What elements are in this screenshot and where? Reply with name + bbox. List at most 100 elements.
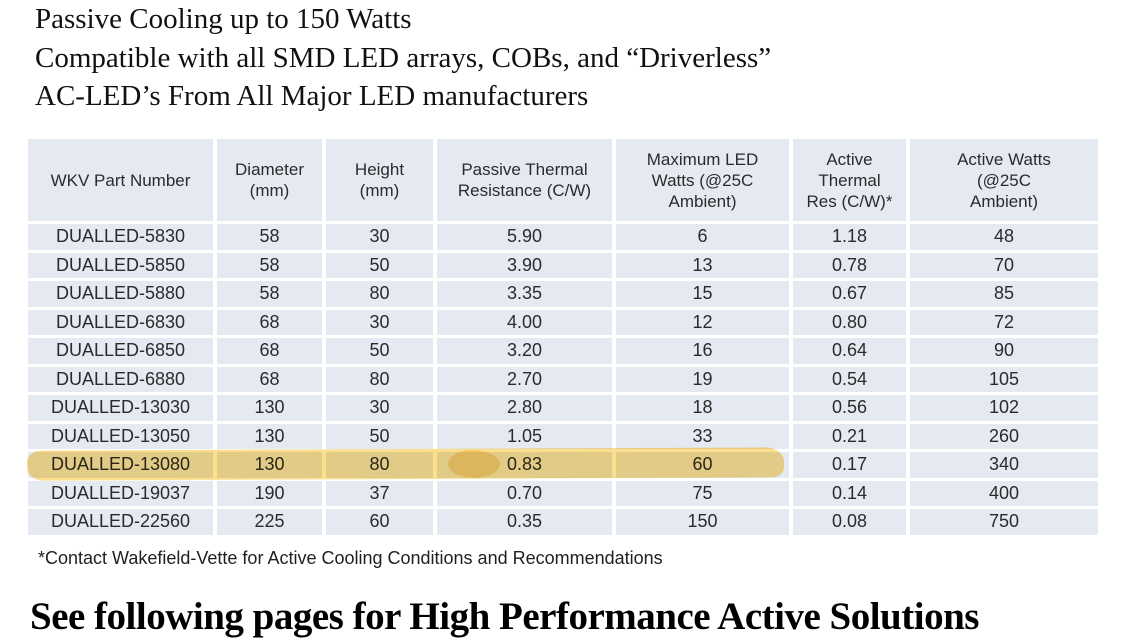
table-cell: DUALLED-22560 <box>28 509 213 535</box>
table-cell: 130 <box>217 395 322 421</box>
table-row: DUALLED-6850 68 50 3.20 16 0.64 90 <box>28 338 1098 364</box>
column-header: Diameter (mm) <box>217 139 322 221</box>
column-header: Height (mm) <box>326 139 433 221</box>
table-cell: 30 <box>326 309 433 335</box>
table-cell: 80 <box>326 281 433 307</box>
table-cell: 0.80 <box>793 309 906 335</box>
table-cell: 68 <box>217 366 322 392</box>
table-cell: 102 <box>910 395 1098 421</box>
table-cell: DUALLED-13080 <box>28 452 213 478</box>
spec-table: WKV Part Number Diameter (mm) Height (mm) P… <box>24 136 1102 538</box>
table-cell: 0.56 <box>793 395 906 421</box>
table-cell: 58 <box>217 252 322 278</box>
intro-line-2: Compatible with all SMD LED arrays, COBs… <box>35 41 772 74</box>
table-cell: 70 <box>910 252 1098 278</box>
table-cell: 0.08 <box>793 509 906 535</box>
table-cell: 75 <box>616 480 789 506</box>
table-cell: 50 <box>326 338 433 364</box>
table-cell: 130 <box>217 423 322 449</box>
intro-line-3: AC-LED’s From All Major LED manufacturer… <box>35 80 589 112</box>
table-cell: 6 <box>616 224 789 250</box>
table-cell: 1.18 <box>793 224 906 250</box>
table-cell: 750 <box>910 509 1098 535</box>
table-cell: 85 <box>910 281 1098 307</box>
table-cell: 13 <box>616 252 789 278</box>
table-cell: 68 <box>217 338 322 364</box>
footnote: *Contact Wakefield-Vette for Active Cool… <box>38 548 663 568</box>
table-row: DUALLED-22560 225 60 0.35 150 0.08 750 <box>28 509 1098 535</box>
table-row: DUALLED-5830 58 30 5.90 6 1.18 48 <box>28 224 1098 250</box>
table-cell: 72 <box>910 309 1098 335</box>
table-cell: 15 <box>616 281 789 307</box>
table-cell: DUALLED-13030 <box>28 395 213 421</box>
column-header: Passive Thermal Resistance (C/W) <box>437 139 612 221</box>
table-header-row: WKV Part Number Diameter (mm) Height (mm) P… <box>28 139 1098 221</box>
table-cell: 50 <box>326 252 433 278</box>
table-cell: 37 <box>326 480 433 506</box>
table-cell: 130 <box>217 452 322 478</box>
table-cell: 340 <box>910 452 1098 478</box>
table-cell: 68 <box>217 309 322 335</box>
table-cell: DUALLED-6850 <box>28 338 213 364</box>
table-cell: DUALLED-5850 <box>28 252 213 278</box>
table-row: DUALLED-13050 130 50 1.05 33 0.21 260 <box>28 423 1098 449</box>
table-cell: 260 <box>910 423 1098 449</box>
table-cell: DUALLED-6830 <box>28 309 213 335</box>
table-cell: DUALLED-5830 <box>28 224 213 250</box>
table-cell: 48 <box>910 224 1098 250</box>
table-cell: 16 <box>616 338 789 364</box>
table-cell: DUALLED-6880 <box>28 366 213 392</box>
table-cell: 80 <box>326 452 433 478</box>
table-cell: 1.05 <box>437 423 612 449</box>
table-cell: 3.35 <box>437 281 612 307</box>
table-row: DUALLED-13080 130 80 0.83 60 0.17 340 <box>28 452 1098 478</box>
table-cell: 80 <box>326 366 433 392</box>
table-cell: 19 <box>616 366 789 392</box>
table-row: DUALLED-5880 58 80 3.35 15 0.67 85 <box>28 281 1098 307</box>
table-cell: 0.21 <box>793 423 906 449</box>
table-cell: 190 <box>217 480 322 506</box>
table-row: DUALLED-19037 190 37 0.70 75 0.14 400 <box>28 480 1098 506</box>
table-cell: 0.17 <box>793 452 906 478</box>
table-cell: 0.67 <box>793 281 906 307</box>
table-cell: DUALLED-5880 <box>28 281 213 307</box>
table-cell: 3.90 <box>437 252 612 278</box>
footer-heading: See following pages for High Performance… <box>30 595 979 638</box>
table-cell: 0.64 <box>793 338 906 364</box>
table-cell: 2.80 <box>437 395 612 421</box>
table-cell: 0.35 <box>437 509 612 535</box>
table-cell: 2.70 <box>437 366 612 392</box>
table-cell: 5.90 <box>437 224 612 250</box>
column-header: WKV Part Number <box>28 139 213 221</box>
table-cell: 0.83 <box>437 452 612 478</box>
table-cell: 58 <box>217 281 322 307</box>
table-cell: 3.20 <box>437 338 612 364</box>
table-cell: 33 <box>616 423 789 449</box>
table-cell: 0.78 <box>793 252 906 278</box>
column-header: Active Watts (@25C Ambient) <box>910 139 1098 221</box>
table-cell: 30 <box>326 395 433 421</box>
table-cell: 50 <box>326 423 433 449</box>
table-cell: 90 <box>910 338 1098 364</box>
table-cell: 400 <box>910 480 1098 506</box>
table-cell: 0.54 <box>793 366 906 392</box>
table-row: DUALLED-6880 68 80 2.70 19 0.54 105 <box>28 366 1098 392</box>
column-header: Maximum LED Watts (@25C Ambient) <box>616 139 789 221</box>
column-header: Active Thermal Res (C/W)* <box>793 139 906 221</box>
table-cell: 0.14 <box>793 480 906 506</box>
intro-line-1: Passive Cooling up to 150 Watts <box>35 3 412 35</box>
table-cell: 105 <box>910 366 1098 392</box>
table-cell: 60 <box>326 509 433 535</box>
table-cell: DUALLED-19037 <box>28 480 213 506</box>
table-cell: 58 <box>217 224 322 250</box>
table-cell: 30 <box>326 224 433 250</box>
table-cell: 225 <box>217 509 322 535</box>
intro-text: Passive Cooling up to 150 Watts Compatib… <box>35 0 771 116</box>
table-row: DUALLED-13030 130 30 2.80 18 0.56 102 <box>28 395 1098 421</box>
table-cell: 18 <box>616 395 789 421</box>
table-cell: 60 <box>616 452 789 478</box>
table-cell: 0.70 <box>437 480 612 506</box>
table-cell: 150 <box>616 509 789 535</box>
table-cell: 12 <box>616 309 789 335</box>
